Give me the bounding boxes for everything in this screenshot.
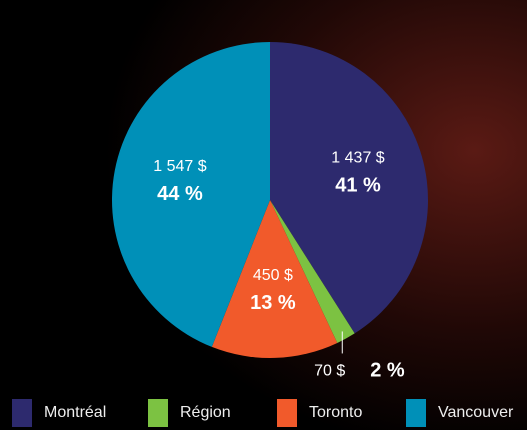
legend-swatch [406,399,426,427]
legend-swatch [12,399,32,427]
amount-label: 1 437 $ [331,150,384,167]
pie-slice [270,200,355,343]
pie-slice [111,42,270,347]
legend-swatch [277,399,297,427]
legend-swatch [148,399,168,427]
amount-label: 450 $ [253,267,293,284]
legend-label: Toronto [309,404,362,421]
value-label: 2 % [370,360,405,382]
pie-slice [211,200,338,359]
value-label: 41 % [335,175,381,197]
pie-slice [270,42,429,334]
legend-label: Région [180,404,231,421]
legend-label: Montréal [44,404,106,421]
amount-label: 1 547 $ [153,158,206,175]
legend-label: Vancouver [438,404,514,421]
value-label: 44 % [157,183,203,205]
amount-label: 70 $ [314,363,345,380]
value-label: 13 % [250,292,296,314]
